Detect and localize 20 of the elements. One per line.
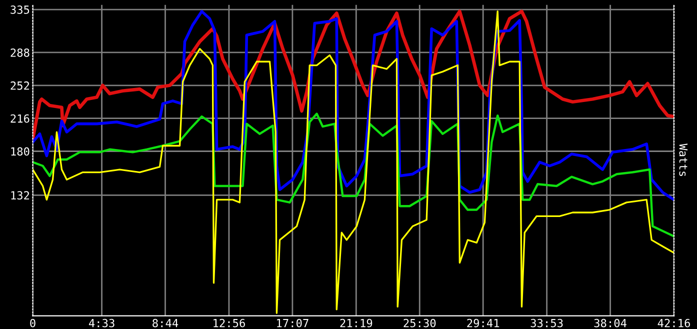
x-tick-label: 12:56 (214, 318, 245, 328)
x-tick-label: 29:41 (467, 318, 500, 328)
x-tick-label: 17:07 (277, 318, 308, 328)
y-tick-label: 335 (10, 6, 30, 14)
y-tick-label: 288 (10, 48, 30, 57)
y-tick-label: 132 (11, 191, 30, 200)
y-tick-label: 252 (10, 81, 30, 90)
x-tick-label: 21:19 (340, 318, 372, 328)
x-tick-label: 0 (30, 318, 36, 328)
x-tick-label: 8:44 (152, 318, 178, 328)
x-tick-label: 42:16 (658, 318, 690, 328)
line-series (32, 112, 674, 238)
x-tick-label: 38:04 (594, 318, 626, 328)
line-series (32, 10, 674, 314)
y-tick-label: 180 (11, 147, 30, 156)
x-tick-label: 4:33 (88, 318, 114, 328)
y-axis-title: Watts (679, 144, 688, 176)
x-tick-label: 25:30 (404, 318, 436, 328)
y-tick-label: 216 (10, 114, 30, 123)
x-tick-label: 33:53 (530, 318, 563, 328)
